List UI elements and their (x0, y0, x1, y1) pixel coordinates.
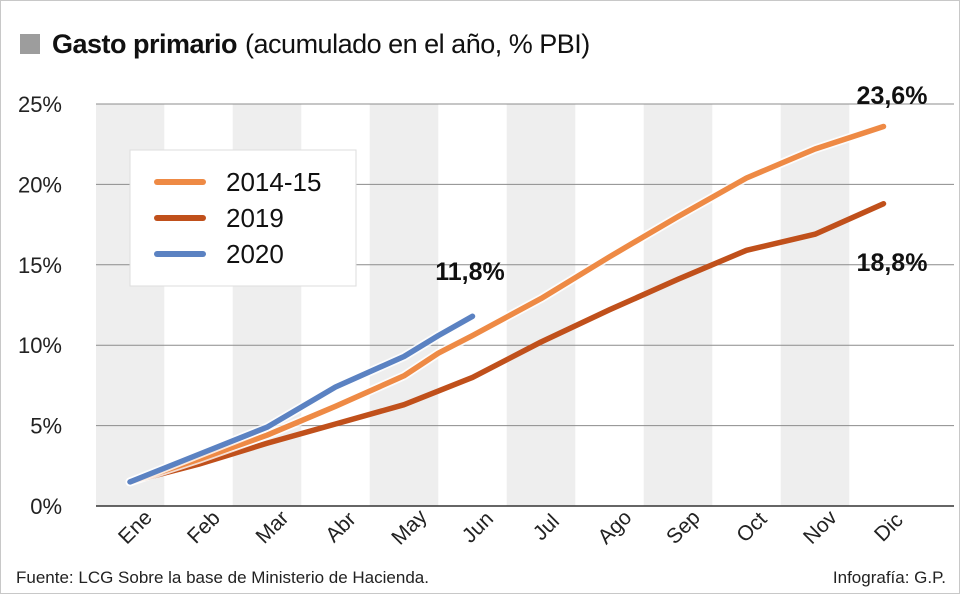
credit-note: Infografía: G.P. (832, 568, 946, 587)
end-label: 18,8% (857, 249, 928, 277)
title-square-icon (20, 34, 40, 54)
x-tick-label: May (387, 505, 432, 550)
x-tick-label: Mar (251, 506, 293, 548)
legend-label: 2020 (226, 239, 284, 269)
series-line (127, 123, 887, 485)
end-label: 23,6% (857, 82, 928, 110)
stripe-Sep (643, 104, 713, 506)
x-tick-label: Jul (529, 510, 564, 545)
y-tick-label: 5% (30, 414, 62, 439)
x-tick-label: Sep (662, 506, 705, 549)
x-tick-label: Abr (321, 508, 360, 547)
x-axis-ticks: Ene Feb Mar Abr May Jun Jul Ago Sep Oct Nov Dic (114, 505, 908, 550)
source-note: Fuente: LCG Sobre la base de Ministerio … (16, 568, 429, 587)
x-tick-label: Ago (594, 506, 637, 549)
end-label: 11,8% (435, 258, 505, 286)
x-tick-label: Ene (114, 506, 157, 549)
title-main: Gasto primario (52, 28, 238, 59)
x-tick-label: Oct (732, 508, 771, 547)
legend-label: 2014-15 (226, 167, 321, 197)
chart-title: Gasto primario (acumulado en el año, % P… (20, 26, 590, 62)
x-tick-label: Dic (870, 509, 908, 547)
x-tick-label: Feb (183, 506, 225, 548)
y-tick-label: 0% (30, 494, 62, 519)
legend: 2014-15 2019 2020 (129, 149, 357, 287)
title-subtitle: (acumulado en el año, % PBI) (245, 28, 590, 59)
series-line (127, 200, 887, 485)
x-tick-label: Jun (458, 507, 498, 547)
end-labels: 11,8% 23,6% 18,8% (435, 82, 927, 286)
y-axis-ticks: 0% 5% 10% 15% 20% 25% (18, 92, 62, 519)
series-line (127, 313, 476, 485)
y-tick-label: 15% (18, 253, 62, 278)
y-tick-label: 25% (18, 92, 62, 117)
x-tick-label: Nov (799, 506, 842, 549)
stripe-Jul (506, 104, 576, 506)
stripe-Nov (780, 104, 850, 506)
y-tick-label: 20% (18, 172, 62, 197)
stripe-May (369, 104, 439, 506)
series-lines (125, 122, 888, 487)
legend-label: 2019 (226, 203, 284, 233)
y-tick-label: 10% (18, 333, 62, 358)
